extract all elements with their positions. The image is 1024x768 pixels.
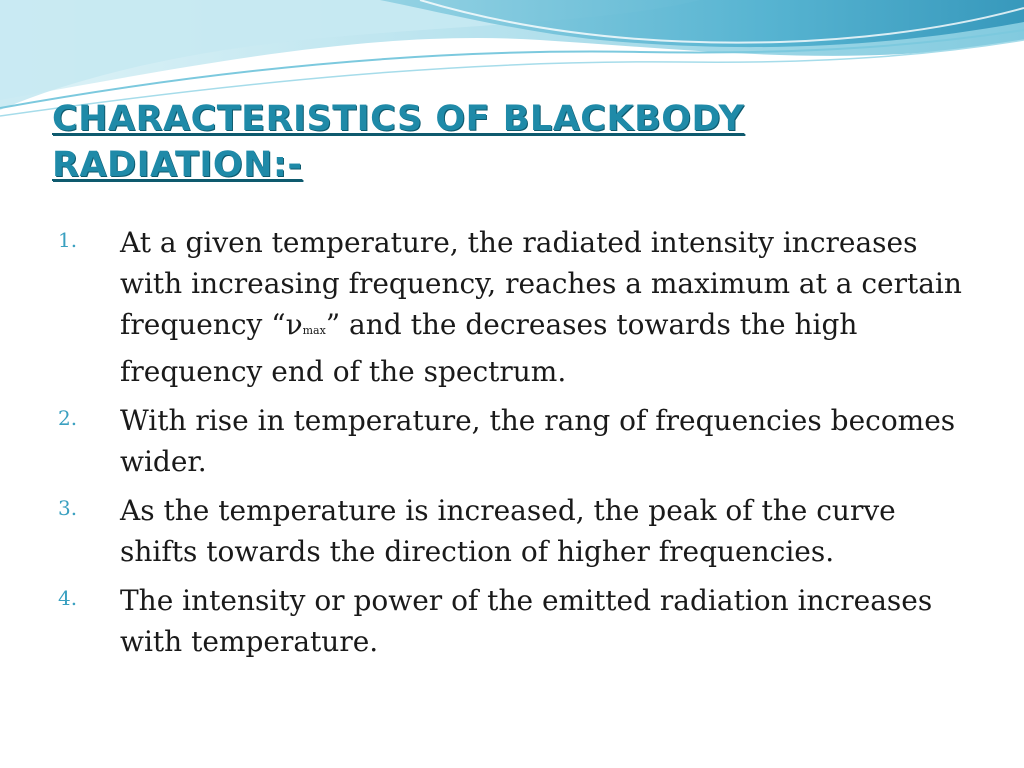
list-item: 4. The intensity or power of the emitted… [58, 580, 978, 662]
list-number: 2. [58, 406, 78, 430]
text-after-subscript: ” and the decreases towards the high fre… [120, 308, 858, 388]
title-line-2: radiation:- [52, 145, 303, 185]
list-item-text: With rise in temperature, the rang of fr… [120, 404, 956, 478]
text-before-subscript: At a given temperature, the radiated int… [120, 226, 962, 341]
list-item-text: The intensity or power of the emitted ra… [120, 584, 933, 658]
list-number: 3. [58, 496, 78, 520]
title-line-1: Characteristics of Blackbody [52, 99, 745, 139]
list-item: 2. With rise in temperature, the rang of… [58, 400, 978, 482]
list-number: 4. [58, 586, 78, 610]
list-item-text: As the temperature is increased, the pea… [120, 494, 896, 568]
list-item: 3. As the temperature is increased, the … [58, 490, 978, 572]
characteristics-list: 1. At a given temperature, the radiated … [58, 222, 978, 670]
list-number: 1. [58, 228, 78, 252]
header-wave-decoration [0, 0, 1024, 117]
list-item-text: At a given temperature, the radiated int… [120, 222, 978, 392]
subscript-max: max [302, 324, 326, 337]
list-item: 1. At a given temperature, the radiated … [58, 222, 978, 392]
slide-title: Characteristics of Blackbody radiation:- [52, 96, 872, 188]
